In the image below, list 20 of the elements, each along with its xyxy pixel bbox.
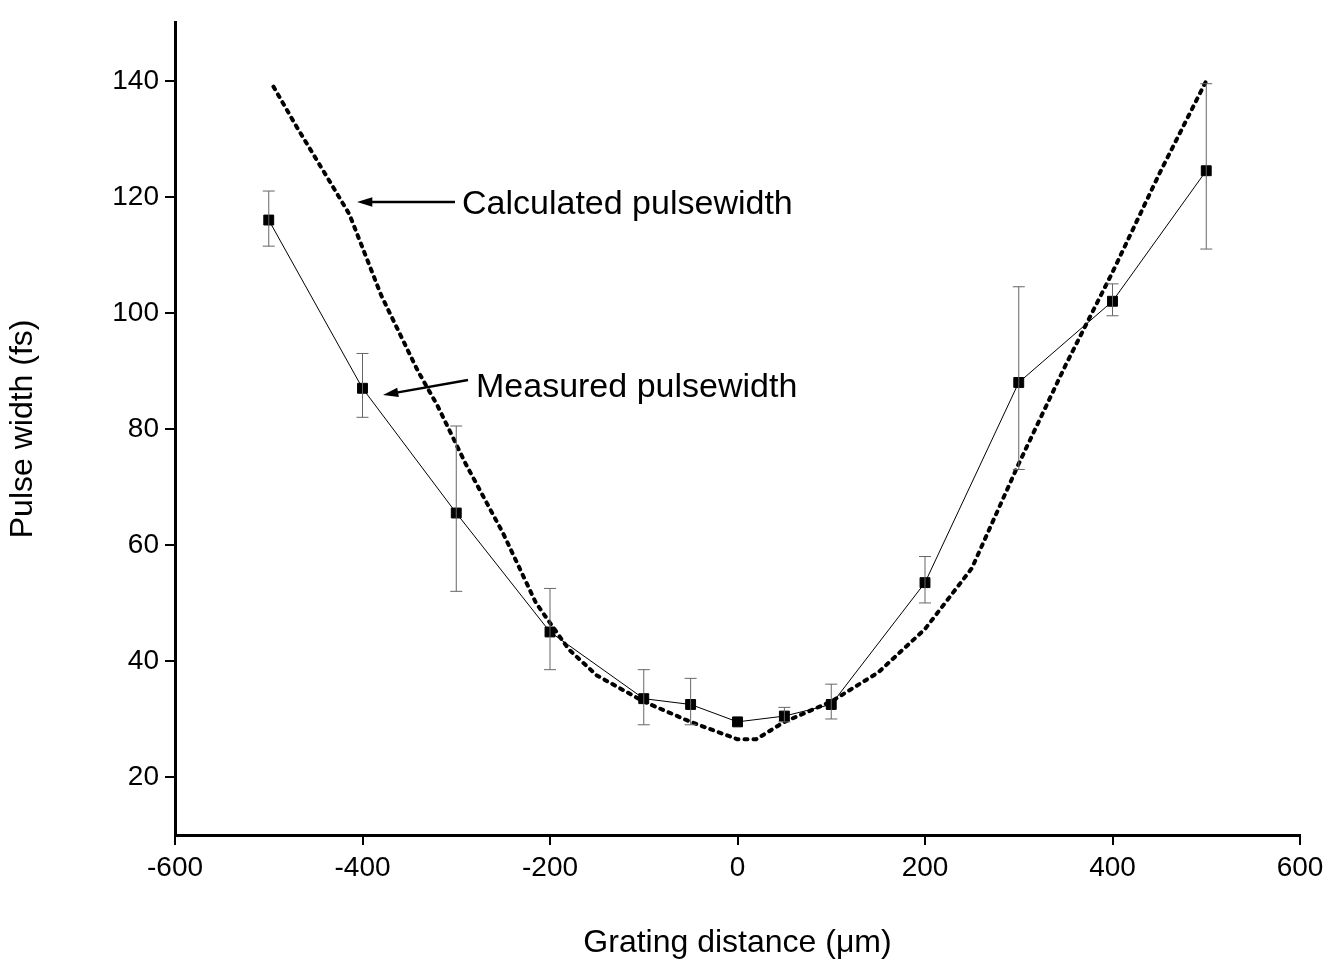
point [732, 716, 743, 728]
annotation: Calculated pulsewidth [462, 183, 793, 222]
y-tick-label: 20 [127, 759, 159, 791]
y-tick-label: 120 [112, 179, 159, 211]
x-axis-title: Grating distance (μm) [583, 922, 892, 959]
y-tick-label: 80 [127, 411, 159, 443]
annotation: Measured pulsewidth [476, 366, 798, 405]
y-tick-label: 40 [127, 643, 159, 675]
x-tick-label: 0 [729, 850, 746, 882]
y-tick-label: 60 [127, 527, 159, 559]
y-tick-label: 140 [112, 63, 159, 95]
x-tick-label: 200 [901, 850, 949, 882]
x-tick-label: 400 [1089, 850, 1136, 882]
line-series [271, 78, 1209, 742]
x-tick-label: 600 [1276, 850, 1324, 882]
y-axis-title: Pulse width (fs) [3, 319, 40, 539]
y-tick-label: 100 [112, 295, 159, 327]
x-tick-label: -600 [146, 850, 204, 882]
x-tick-label: -200 [521, 850, 579, 882]
x-tick-label: -400 [334, 850, 391, 882]
